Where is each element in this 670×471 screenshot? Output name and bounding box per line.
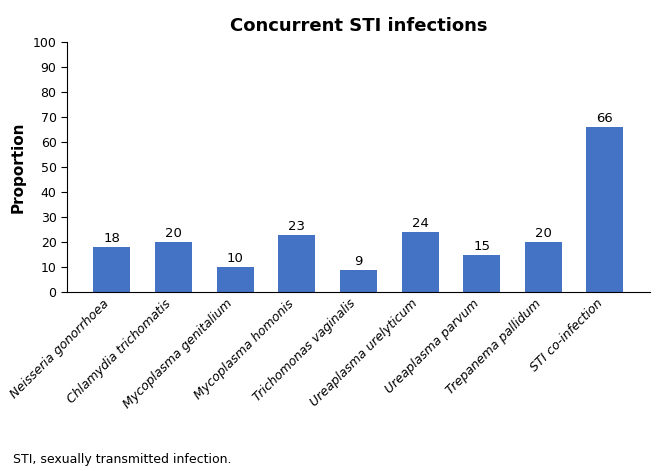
Text: STI, sexually transmitted infection.: STI, sexually transmitted infection. [13, 453, 232, 466]
Text: 18: 18 [104, 232, 121, 245]
Text: 20: 20 [165, 227, 182, 240]
Bar [278, 235, 316, 292]
Text: 9: 9 [354, 254, 362, 268]
Text: 20: 20 [535, 227, 551, 240]
Bar [463, 254, 500, 292]
Text: 15: 15 [473, 240, 490, 252]
Y-axis label: Proportion: Proportion [11, 122, 25, 213]
Text: 10: 10 [226, 252, 244, 265]
Bar [525, 242, 561, 292]
Bar [216, 267, 254, 292]
Title: Concurrent STI infections: Concurrent STI infections [230, 17, 487, 35]
Bar [401, 232, 439, 292]
Text: 66: 66 [596, 112, 613, 125]
Bar [155, 242, 192, 292]
Text: 23: 23 [288, 219, 306, 233]
Bar [586, 127, 623, 292]
Text: 24: 24 [411, 217, 429, 230]
Bar [340, 269, 377, 292]
Bar [94, 247, 131, 292]
